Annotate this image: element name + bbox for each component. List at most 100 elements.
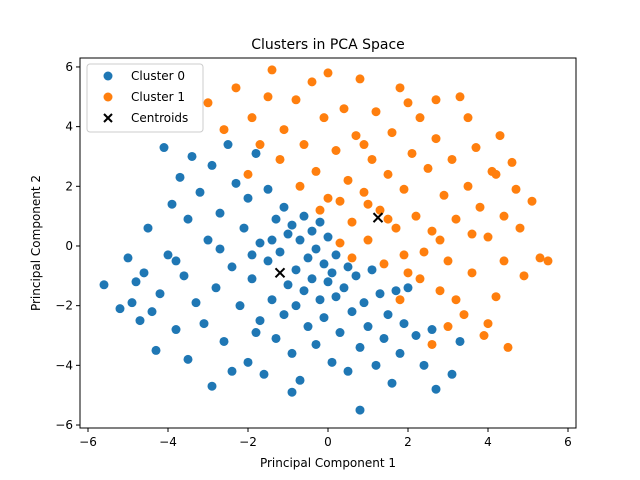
data-point [399,319,409,329]
x-axis: −6 −4 −2 0 2 4 6 [79,428,572,449]
data-point [219,336,229,346]
data-point [151,345,161,355]
data-point [271,333,281,343]
data-point [163,250,173,260]
data-point [411,211,421,221]
data-point [339,104,349,114]
data-point [499,211,509,221]
data-point [351,131,361,141]
data-point [263,184,273,194]
data-point [267,235,277,245]
series-cluster-0 [99,140,465,415]
data-point [291,95,301,105]
data-point [503,342,513,352]
data-point [195,187,205,197]
data-point [283,280,293,290]
data-point [359,298,369,308]
data-point [327,357,337,367]
data-point [411,331,421,340]
data-point [147,307,157,317]
data-point [527,196,537,206]
data-point [303,253,313,263]
data-point [319,259,329,269]
data-point [423,163,433,173]
data-point [303,322,313,332]
data-point [419,247,429,257]
data-point [295,235,305,245]
data-point [391,223,401,233]
data-point [403,268,413,278]
y-tick-label: 2 [65,179,73,193]
data-point [431,95,441,105]
data-point [295,181,305,191]
data-point [339,283,349,293]
data-point [331,250,341,260]
y-tick-label: 6 [65,60,73,74]
data-point [219,125,229,135]
legend-box [86,63,204,133]
data-point [447,154,457,164]
data-point [263,92,273,102]
data-point [375,205,385,215]
data-point [299,140,309,150]
data-point [399,250,409,260]
data-point [235,301,245,311]
data-point [275,247,285,257]
data-point [275,154,285,164]
data-point [291,265,301,275]
data-point [307,77,317,87]
data-point [491,169,501,179]
series-centroids [274,212,384,279]
data-point [171,256,181,266]
data-point [467,229,477,239]
data-point [243,169,253,179]
data-point [159,143,169,153]
data-point [371,360,381,370]
data-point [331,292,341,302]
data-point [515,223,525,233]
data-point [431,384,441,394]
data-point [379,259,389,269]
data-point [207,381,217,391]
data-point [335,238,345,248]
data-point [319,113,329,123]
data-point [403,98,413,108]
data-point [443,322,453,332]
data-point [327,268,337,278]
legend-label-cluster-1: Cluster 1 [131,90,185,104]
data-point [279,125,289,135]
data-point [323,232,333,242]
data-point [383,214,393,224]
data-point [335,328,345,338]
data-point [463,181,473,191]
legend-marker-cluster-1 [103,92,113,102]
data-point [343,366,353,376]
data-point [247,250,257,260]
data-point [263,256,273,266]
x-tick-label: 6 [564,435,572,449]
data-point [491,292,501,302]
data-point [259,369,269,379]
data-point [299,211,309,221]
data-point [355,74,365,84]
x-tick-label: −6 [79,435,97,449]
data-point [167,199,177,209]
data-point [347,217,357,227]
data-point [407,148,417,158]
data-point [363,322,373,332]
data-point [243,357,253,367]
legend-label-cluster-0: Cluster 0 [131,69,185,83]
legend-marker-cluster-0 [103,71,113,81]
data-point [335,196,345,206]
data-point [459,310,469,320]
data-point [279,202,289,212]
data-point [431,134,441,144]
data-point [215,244,225,254]
data-point [243,193,253,203]
data-point [127,298,137,308]
data-point [343,262,353,272]
data-point [319,313,329,323]
y-tick-label: −6 [55,418,73,432]
data-point [343,175,353,185]
y-tick-label: −2 [55,299,73,313]
